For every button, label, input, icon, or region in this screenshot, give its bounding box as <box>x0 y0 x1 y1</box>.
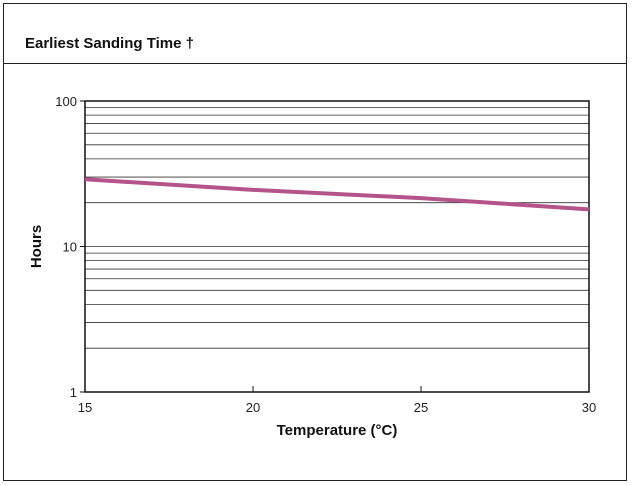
x-tick-label: 15 <box>78 400 92 415</box>
y-tick-label: 10 <box>63 240 77 255</box>
panel-header: Earliest Sanding Time † <box>4 4 626 64</box>
x-tick-label: 30 <box>582 400 596 415</box>
y-tick-label: 1 <box>70 385 77 400</box>
y-axis-label: Hours <box>28 225 45 268</box>
grid-lines <box>85 107 589 349</box>
chart-panel: Earliest Sanding Time † <box>3 3 627 481</box>
x-tick-label: 25 <box>414 400 428 415</box>
panel-title: Earliest Sanding Time † <box>25 35 194 52</box>
axis-ticks: 15 20 25 30 1 10 100 <box>55 94 596 415</box>
x-tick-label: 20 <box>246 400 260 415</box>
y-tick-label: 100 <box>55 94 77 109</box>
x-axis-label: Temperature (°C) <box>277 422 398 439</box>
series-lines <box>84 177 590 212</box>
series-line <box>84 177 590 212</box>
